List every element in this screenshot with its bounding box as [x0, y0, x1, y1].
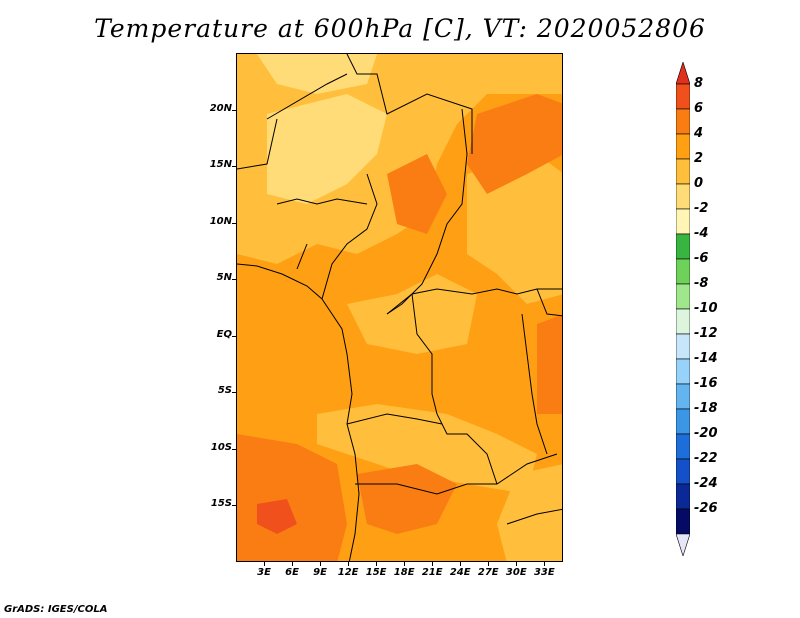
colorbar-level-label: -8 — [694, 276, 709, 291]
colorbar-swatch — [676, 158, 690, 185]
colorbar-level-label: -18 — [694, 401, 718, 416]
lon-tick-label: 9E — [313, 567, 327, 578]
colorbar-swatch — [676, 183, 690, 210]
colorbar-swatch — [676, 233, 690, 260]
lon-tick-mark — [264, 562, 266, 566]
temperature-map — [236, 53, 563, 562]
colorbar-level-label: -12 — [694, 326, 718, 341]
colorbar-swatch — [676, 433, 690, 460]
field-minus2-to-0-north — [267, 94, 387, 204]
lon-tick-mark — [544, 562, 546, 566]
colorbar-swatch — [676, 533, 690, 556]
lat-tick-mark — [232, 279, 236, 281]
colorbar-swatch — [676, 108, 690, 135]
field-0-to-2-south — [317, 404, 537, 494]
lon-tick-label: 24E — [449, 567, 471, 578]
colorbar-swatch — [676, 358, 690, 385]
lat-tick-label: 10S — [210, 441, 232, 453]
field-4-to-6-southwest — [237, 434, 347, 561]
lon-tick-label: 6E — [285, 567, 299, 578]
colorbar-level-label: -16 — [694, 376, 718, 391]
lon-tick-label: 27E — [477, 567, 499, 578]
lat-tick-label: 20N — [209, 102, 232, 114]
lat-tick-mark — [232, 109, 236, 111]
colorbar-swatch — [676, 83, 690, 110]
lon-tick-mark — [460, 562, 462, 566]
grads-credit: GrADS: IGES/COLA — [4, 604, 108, 615]
lat-tick-mark — [232, 335, 236, 337]
field-0-to-2-southeast — [497, 464, 562, 561]
lat-tick-label: 10N — [209, 215, 232, 227]
temperature-field — [237, 54, 562, 561]
colorbar-level-label: -4 — [694, 226, 709, 241]
lat-tick-mark — [232, 392, 236, 394]
lon-tick-mark — [404, 562, 406, 566]
colorbar-level-label: -6 — [694, 251, 709, 266]
field-4-to-6-east — [537, 314, 562, 414]
lon-tick-mark — [292, 562, 294, 566]
colorbar-level-label: 2 — [694, 151, 704, 166]
colorbar-level-label: -2 — [694, 201, 709, 216]
lon-tick-label: 15E — [365, 567, 387, 578]
lon-tick-label: 12E — [337, 567, 359, 578]
lon-tick-mark — [376, 562, 378, 566]
lon-tick-label: 18E — [393, 567, 415, 578]
field-0-to-2-central — [347, 274, 477, 354]
colorbar-swatch — [676, 62, 690, 85]
colorbar-swatch — [676, 458, 690, 485]
field-4-to-6-northeast — [467, 94, 562, 194]
lat-tick-label: 15N — [209, 159, 232, 171]
colorbar-swatch — [676, 283, 690, 310]
colorbar-level-label: 0 — [694, 176, 704, 191]
lon-tick-mark — [320, 562, 322, 566]
colorbar-swatch — [676, 308, 690, 335]
lon-tick-label: 3E — [257, 567, 271, 578]
field-6-to-8-southwest — [257, 499, 297, 534]
map-title: Temperature at 600hPa [C], VT: 202005280… — [94, 14, 706, 43]
lon-tick-mark — [516, 562, 518, 566]
colorbar-level-label: 8 — [694, 76, 704, 91]
colorbar — [676, 62, 690, 556]
colorbar-swatch — [676, 133, 690, 160]
colorbar-level-label: -24 — [694, 476, 718, 491]
field-4-to-6-north-central — [387, 154, 447, 234]
lat-tick-label: 5N — [216, 272, 232, 284]
lat-tick-mark — [232, 505, 236, 507]
lon-tick-mark — [348, 562, 350, 566]
lat-tick-label: 5S — [217, 385, 232, 397]
colorbar-level-label: -22 — [694, 451, 718, 466]
colorbar-level-label: 6 — [694, 101, 704, 116]
colorbar-swatch — [676, 258, 690, 285]
lat-tick-label: 15S — [210, 498, 232, 510]
lat-tick-mark — [232, 222, 236, 224]
colorbar-level-label: -10 — [694, 301, 718, 316]
field-4-to-6-south-central — [357, 464, 457, 534]
colorbar-swatch — [676, 508, 690, 535]
colorbar-swatch — [676, 483, 690, 510]
colorbar-swatch — [676, 208, 690, 235]
lon-tick-label: 21E — [421, 567, 443, 578]
lat-tick-mark — [232, 166, 236, 168]
colorbar-level-label: -20 — [694, 426, 718, 441]
colorbar-level-label: 4 — [694, 126, 704, 141]
country-borders — [237, 54, 562, 561]
colorbar-swatch — [676, 333, 690, 360]
colorbar-swatch — [676, 408, 690, 435]
lat-tick-mark — [232, 448, 236, 450]
field-minus2-to-0-top — [257, 54, 377, 94]
lon-tick-label: 30E — [505, 567, 527, 578]
lon-tick-mark — [488, 562, 490, 566]
colorbar-swatch — [676, 383, 690, 410]
lat-tick-label: EQ — [216, 328, 232, 340]
colorbar-level-label: -14 — [694, 351, 718, 366]
lon-tick-label: 33E — [533, 567, 555, 578]
lon-tick-mark — [432, 562, 434, 566]
colorbar-level-label: -26 — [694, 501, 718, 516]
